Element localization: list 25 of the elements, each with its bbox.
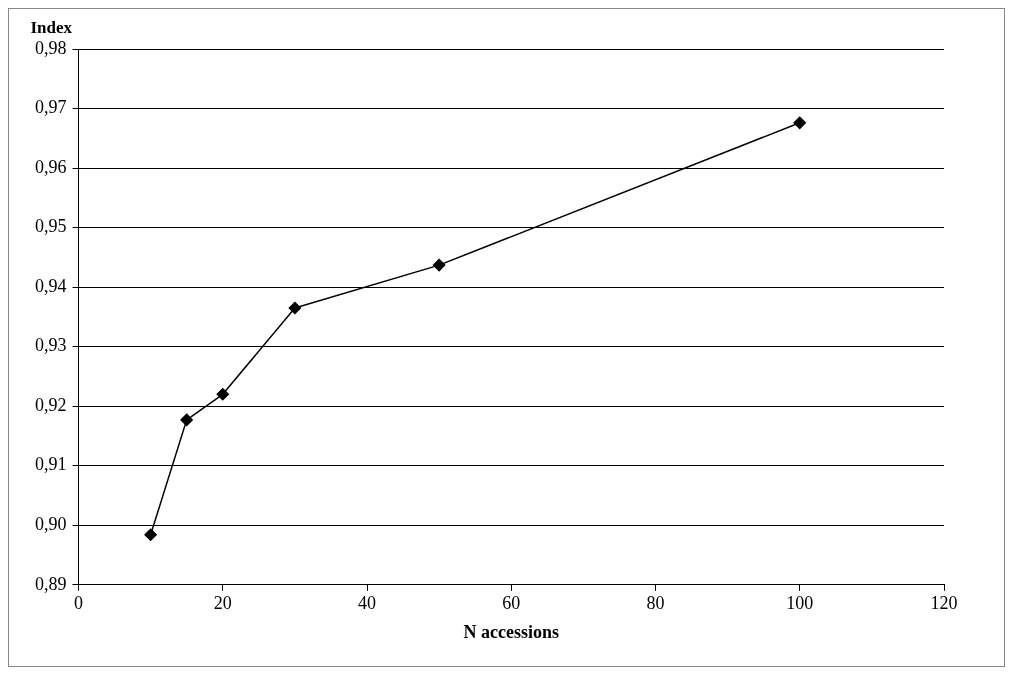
point [432, 258, 446, 272]
y-tick-label: 0,95 [35, 216, 67, 237]
y-tick-label: 0,94 [35, 275, 67, 296]
y-tick-label: 0,91 [35, 454, 67, 475]
x-axis-title: N accessions [463, 621, 559, 642]
point [793, 116, 806, 130]
x-tick-label: 60 [502, 593, 521, 614]
x-tick-label: 0 [74, 593, 83, 614]
x-tick-label: 120 [930, 593, 958, 614]
point [180, 413, 193, 427]
y-tick-label: 0,93 [35, 335, 67, 356]
y-tick-label: 0,98 [35, 37, 67, 58]
y-tick-label: 0,92 [35, 394, 67, 415]
y-tick-label: 0,97 [35, 97, 67, 118]
point [144, 528, 157, 542]
x-tick-label: 40 [358, 593, 376, 614]
point [288, 301, 302, 315]
x-tick-label: 80 [646, 593, 665, 614]
y-tick-label: 0,89 [35, 573, 67, 594]
x-tick-label: 100 [786, 593, 814, 614]
point [216, 388, 229, 401]
y-tick-label: 0,96 [35, 156, 67, 177]
y-axis-title: Index [30, 17, 73, 37]
y-tick-label: 0,90 [35, 514, 67, 534]
x-tick-label: 20 [213, 593, 232, 614]
